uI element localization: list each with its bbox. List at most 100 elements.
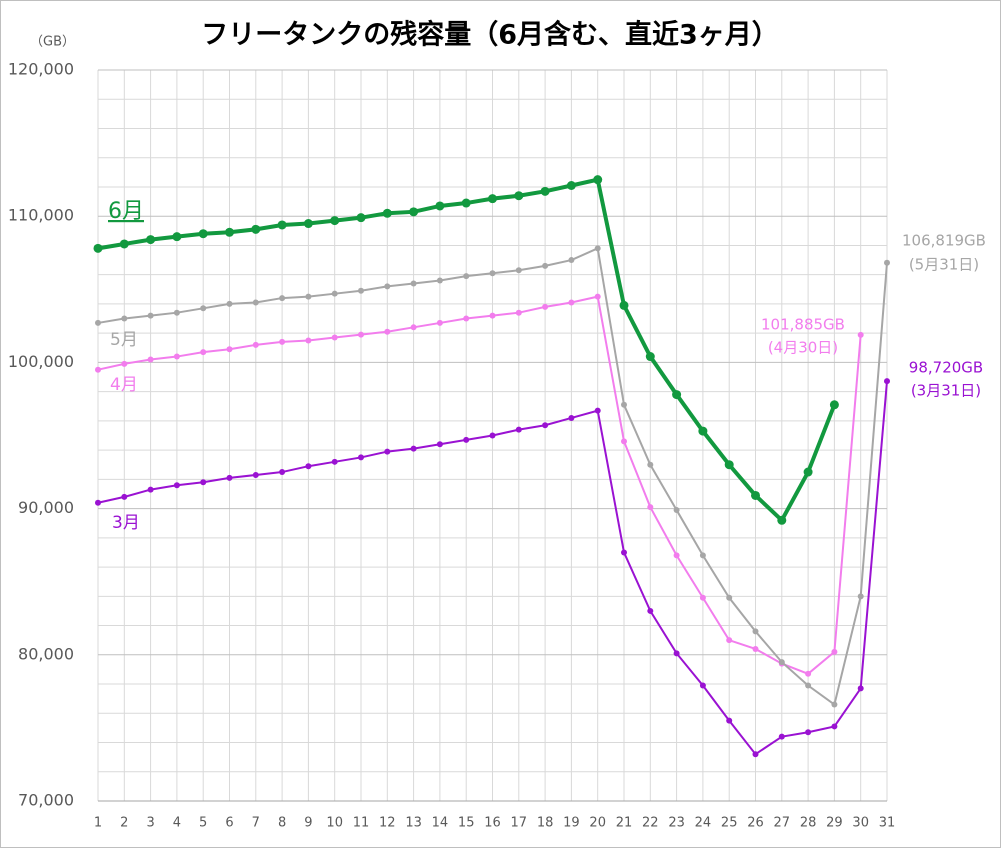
y-tick-label: 80,000 [18,644,74,663]
point [726,594,733,601]
point [673,650,680,657]
x-tick-label: 8 [278,816,286,831]
point [435,201,445,211]
point [121,360,128,367]
point [805,670,812,677]
x-tick-label: 6 [225,816,233,831]
point [358,454,364,461]
point [305,463,312,470]
y-unit-label: （GB） [30,35,75,50]
point [752,751,759,758]
series-line [97,295,862,675]
x-tick-label: 15 [458,816,475,831]
point [358,287,364,294]
point [857,685,864,692]
x-tick-label: 25 [721,816,738,831]
point [384,448,391,455]
x-tick-label: 13 [405,816,422,831]
point [778,659,785,666]
x-tick-label: 23 [668,816,685,831]
series-label: 3月 [112,513,140,533]
series-label: 4月 [110,375,138,395]
point [226,474,233,481]
point [95,366,101,373]
point [542,262,549,269]
annotation: 98,720GB [909,359,983,377]
point [647,461,654,468]
point [515,426,522,433]
point [409,207,419,217]
point [672,390,682,400]
chart-title: フリータンクの残容量（6月含む、直近3ヶ月） [201,19,779,51]
point [173,353,180,360]
x-tick-label: 1 [94,816,102,831]
point [829,400,839,410]
point [382,208,392,218]
point [803,467,813,477]
point [515,267,522,274]
point [619,300,629,310]
point [726,717,733,724]
point [279,295,286,302]
point [566,180,576,190]
point [594,245,601,252]
annotation: (5月31日) [909,256,979,274]
y-tick-label: 120,000 [8,60,74,79]
x-tick-label: 11 [353,816,370,831]
point [699,682,706,689]
point [436,319,443,326]
annotation: 106,819GB [902,232,986,250]
point [331,458,338,465]
point [542,303,549,310]
point [252,341,259,348]
point [594,293,601,300]
point [331,334,338,341]
point [95,319,101,326]
point [226,346,233,353]
point [752,628,759,635]
point [463,436,470,443]
point [831,723,838,730]
point [621,549,627,556]
point [542,422,549,429]
point [726,637,733,644]
annotation: 101,885GB [761,316,845,334]
point [356,213,366,223]
point [489,432,496,439]
x-tick-label: 16 [484,816,501,831]
point [752,645,759,652]
point [251,224,261,234]
point [173,482,180,489]
point [279,469,286,476]
x-tick-label: 4 [173,816,181,831]
point [805,729,812,736]
point [461,198,471,208]
point [857,593,864,600]
point [252,299,259,306]
point [200,305,207,312]
point [884,378,890,385]
point [514,191,524,201]
point [724,460,734,470]
x-tick-label: 3 [146,816,154,831]
x-tick-label: 14 [432,816,449,831]
point [252,471,259,478]
point [436,441,443,448]
x-tick-label: 18 [537,816,554,831]
point [410,445,417,452]
x-tick-label: 30 [852,816,869,831]
point [146,235,156,245]
x-tick-label: 17 [511,816,528,831]
point [225,227,234,237]
point [568,414,575,421]
x-tick-label: 19 [563,816,580,831]
point [198,229,208,239]
point [489,270,496,277]
x-tick-label: 26 [747,816,764,831]
point [463,315,470,322]
point [568,257,575,264]
point [410,280,417,287]
point [279,338,286,345]
point [673,552,680,559]
